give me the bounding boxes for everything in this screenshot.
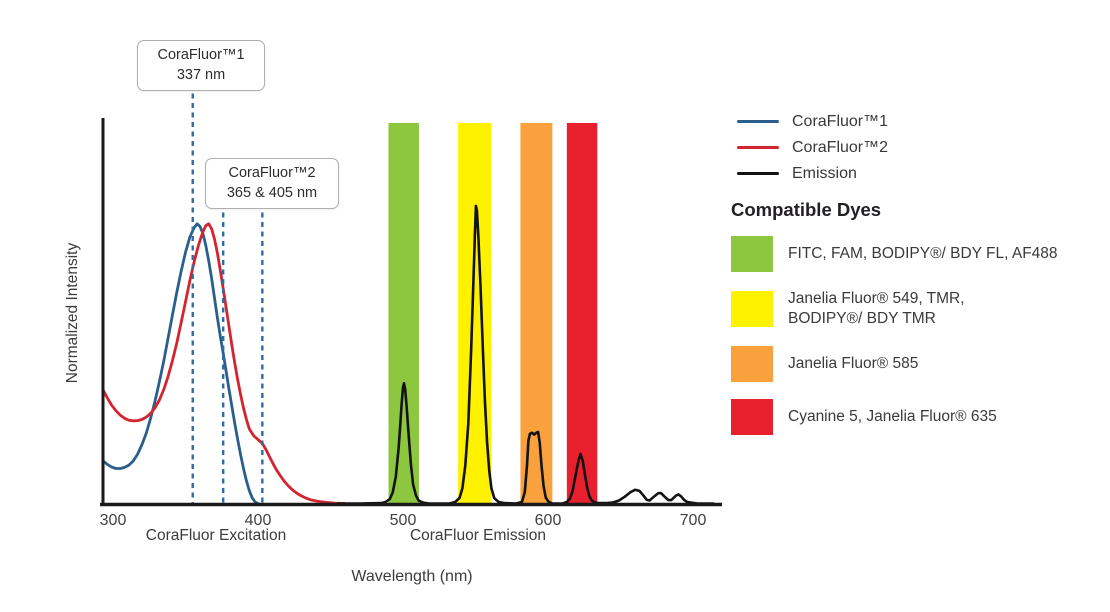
tick-label-300: 300 [100, 512, 127, 529]
legend-line-swatch-2 [737, 172, 779, 175]
dye-color-swatch-2 [731, 346, 773, 383]
dye-color-swatch-1 [731, 291, 773, 328]
annotation-corafluor1-value: 337 nm [176, 67, 226, 84]
y-axis-label: Normalized Intensity [64, 242, 81, 384]
tick-label-400: 400 [245, 512, 272, 529]
series-legend: CoraFluor™1 CoraFluor™2 Emission [737, 113, 888, 191]
legend-line-swatch-1 [737, 146, 779, 149]
filter-band-2 [520, 123, 553, 504]
annotation-corafluor2-value: 365 & 405 nm [226, 185, 318, 202]
tick-label-700: 700 [680, 512, 707, 529]
curve-1 [101, 222, 347, 505]
dye-color-swatch-0 [731, 236, 773, 272]
tick-label-600: 600 [535, 512, 562, 529]
emission-section-label: CoraFluor Emission [409, 527, 547, 544]
filter-band-3 [566, 123, 598, 504]
legend-label-0: CoraFluor™1 [792, 112, 889, 130]
dye-label-0: FITC, FAM, BODIPY®/ BDY FL, AF488 [788, 244, 1058, 262]
legend-item-0: CoraFluor™1 [737, 113, 888, 130]
annotation-corafluor2: CoraFluor™2 365 & 405 nm [205, 158, 339, 209]
tick-label-500: 500 [390, 512, 417, 529]
dye-color-swatch-3 [731, 399, 773, 436]
curve-0 [101, 222, 260, 505]
compatible-dyes-list: FITC, FAM, BODIPY®/ BDY FL, AF488 Janelia… [731, 236, 1103, 452]
annotation-corafluor2-name: CoraFluor™2 [228, 165, 316, 181]
dye-label-1: Janelia Fluor® 549, TMR, BODIPY®/ BDY TMR [788, 290, 965, 328]
dye-item-1: Janelia Fluor® 549, TMR, BODIPY®/ BDY TMR [731, 289, 1103, 329]
annotation-corafluor1: CoraFluor™1 337 nm [137, 40, 265, 91]
dye-label-3: Cyanine 5, Janelia Fluor® 635 [788, 408, 997, 426]
legend-item-2: Emission [737, 165, 888, 182]
excitation-section-label: CoraFluor Excitation [145, 527, 287, 544]
legend-item-1: CoraFluor™2 [737, 139, 888, 156]
dye-item-0: FITC, FAM, BODIPY®/ BDY FL, AF488 [731, 236, 1103, 272]
curve-2 [336, 204, 715, 505]
dye-item-2: Janelia Fluor® 585 [731, 346, 1103, 383]
legend-line-swatch-0 [737, 120, 779, 123]
dye-label-2: Janelia Fluor® 585 [788, 355, 919, 373]
legend-label-1: CoraFluor™2 [792, 138, 889, 156]
legend-label-2: Emission [792, 164, 857, 182]
annotation-corafluor1-name: CoraFluor™1 [157, 47, 245, 63]
x-axis-label: Wavelength (nm) [351, 568, 473, 585]
compatible-dyes-heading: Compatible Dyes [731, 199, 882, 220]
filter-band-0 [388, 123, 419, 504]
spectra-chart: 300 400 500 600 700 [100, 84, 722, 529]
dye-item-3: Cyanine 5, Janelia Fluor® 635 [731, 399, 1103, 436]
